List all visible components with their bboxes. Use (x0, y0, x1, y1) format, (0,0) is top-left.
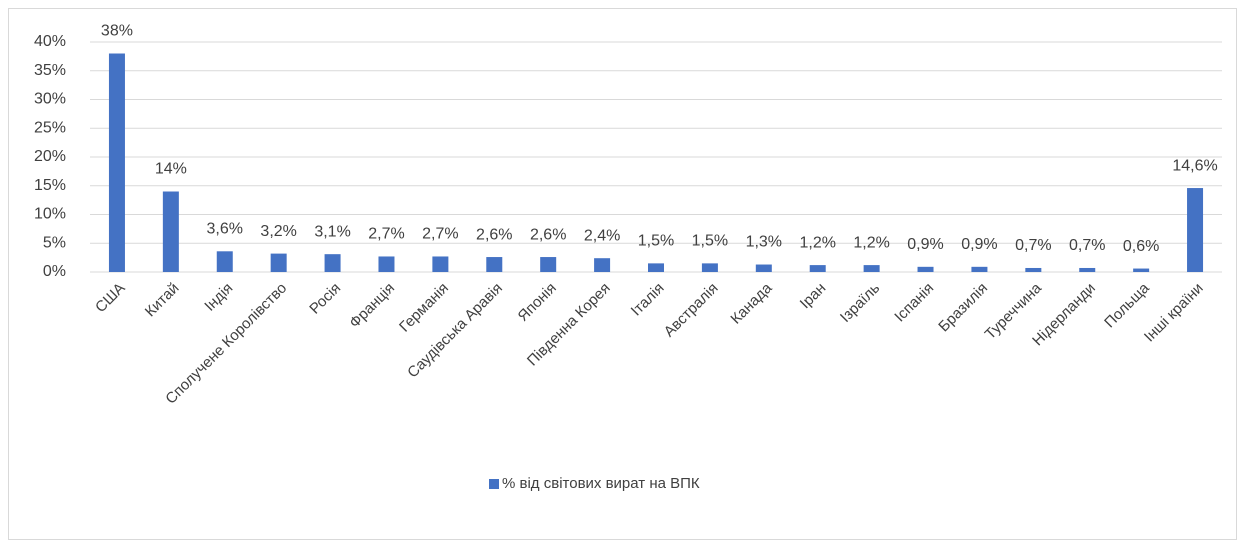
bar (863, 265, 880, 272)
value-label: 0,9% (907, 236, 943, 253)
value-label: 0,9% (961, 236, 997, 253)
value-label: 1,3% (746, 234, 782, 251)
bar (648, 263, 664, 272)
bar (216, 251, 233, 272)
legend-swatch (489, 479, 499, 489)
bar (701, 263, 718, 272)
bar (432, 256, 449, 272)
value-label: 2,6% (530, 226, 566, 243)
bar (755, 264, 772, 272)
value-label: 3,2% (260, 223, 296, 240)
value-label: 2,6% (476, 226, 512, 243)
y-tick-label: 30% (34, 91, 66, 108)
bar (971, 266, 988, 272)
value-label: 14,6% (1172, 157, 1217, 174)
y-tick-label: 40% (34, 33, 66, 50)
value-label: 38% (101, 23, 133, 40)
value-label: 3,1% (314, 223, 350, 240)
bar (1079, 267, 1096, 272)
bar (540, 257, 557, 272)
value-label: 14% (155, 161, 187, 178)
bar (108, 53, 125, 272)
y-tick-label: 5% (43, 234, 66, 251)
legend-label: % від світових вират на ВПК (502, 475, 700, 492)
bar (1187, 188, 1204, 272)
bar (378, 256, 395, 272)
value-label: 1,5% (692, 233, 728, 250)
value-label: 1,5% (638, 233, 674, 250)
value-label: 2,7% (368, 226, 404, 243)
y-tick-label: 35% (34, 62, 66, 79)
value-label: 1,2% (799, 234, 835, 251)
bar (486, 257, 503, 272)
value-label: 2,4% (584, 227, 620, 244)
bar (1133, 268, 1150, 272)
y-tick-label: 20% (34, 148, 66, 165)
value-label: 3,6% (207, 221, 243, 238)
bar (270, 253, 287, 272)
bar (162, 191, 179, 272)
y-tick-label: 0% (43, 263, 66, 280)
y-tick-label: 25% (34, 119, 66, 136)
y-tick-label: 10% (34, 206, 66, 223)
value-label: 0,6% (1123, 238, 1159, 255)
bar (324, 254, 341, 272)
value-label: 1,2% (853, 234, 889, 251)
chart-border (8, 8, 1237, 540)
y-tick-label: 15% (34, 177, 66, 194)
bar (594, 258, 611, 272)
bar (1025, 267, 1042, 272)
bar (917, 266, 934, 272)
bar (809, 265, 826, 272)
value-label: 2,7% (422, 226, 458, 243)
value-label: 0,7% (1069, 237, 1105, 254)
value-label: 0,7% (1015, 237, 1051, 254)
